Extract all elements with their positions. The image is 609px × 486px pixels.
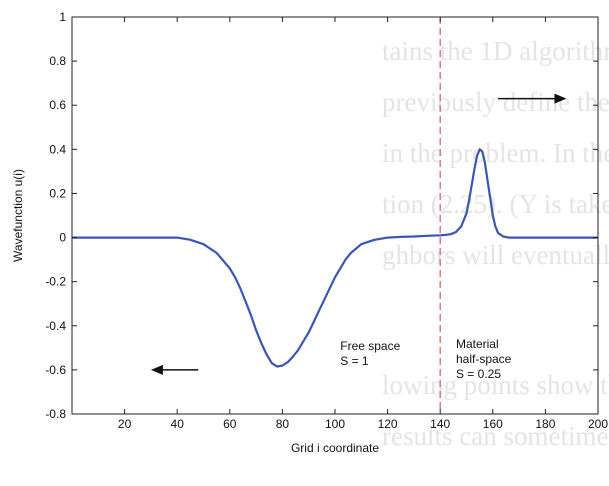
annotation-line: half-space bbox=[456, 352, 512, 366]
y-tick-label: 0.8 bbox=[49, 54, 66, 68]
arrow-head bbox=[150, 364, 163, 375]
plot-frame bbox=[71, 16, 599, 415]
region-annotation: Material half-space S = 0.25 bbox=[456, 337, 512, 381]
wavefunction-line bbox=[72, 148, 598, 368]
x-tick-label: 80 bbox=[276, 417, 290, 431]
y-tick-label: -0.4 bbox=[45, 319, 66, 333]
y-tick-label: 0.4 bbox=[49, 142, 66, 156]
y-tick-label: 1 bbox=[59, 10, 66, 24]
x-axis-label: Grid i coordinate bbox=[291, 441, 379, 455]
x-tick-label: 60 bbox=[223, 417, 237, 431]
y-tick-label: 0.2 bbox=[49, 186, 66, 200]
y-tick-label: 0.6 bbox=[49, 98, 66, 112]
right-arrow-icon bbox=[498, 93, 567, 104]
annotation-line: Material bbox=[456, 337, 499, 351]
x-tick-label: 160 bbox=[483, 417, 503, 431]
annotation-line: S = 1 bbox=[340, 354, 369, 368]
y-tick-label: -0.8 bbox=[45, 407, 66, 421]
annotation-line: Free space bbox=[340, 339, 400, 353]
y-tick-label: 0 bbox=[59, 231, 66, 245]
x-tick-label: 120 bbox=[378, 417, 398, 431]
x-tick-label: 140 bbox=[430, 417, 450, 431]
arrow-head bbox=[554, 93, 567, 104]
x-tick-label: 200 bbox=[588, 417, 608, 431]
y-tick-label: -0.6 bbox=[45, 363, 66, 377]
region-annotation: Free space S = 1 bbox=[340, 339, 400, 368]
x-tick-label: 40 bbox=[171, 417, 185, 431]
x-tick-label: 180 bbox=[535, 417, 555, 431]
left-arrow-icon bbox=[150, 364, 199, 375]
x-tick-label: 100 bbox=[325, 417, 345, 431]
x-tick-label: 20 bbox=[118, 417, 132, 431]
annotation-line: S = 0.25 bbox=[456, 367, 501, 381]
y-axis-label: Wavefunction u(i) bbox=[11, 169, 25, 262]
y-tick-label: -0.2 bbox=[45, 275, 66, 289]
